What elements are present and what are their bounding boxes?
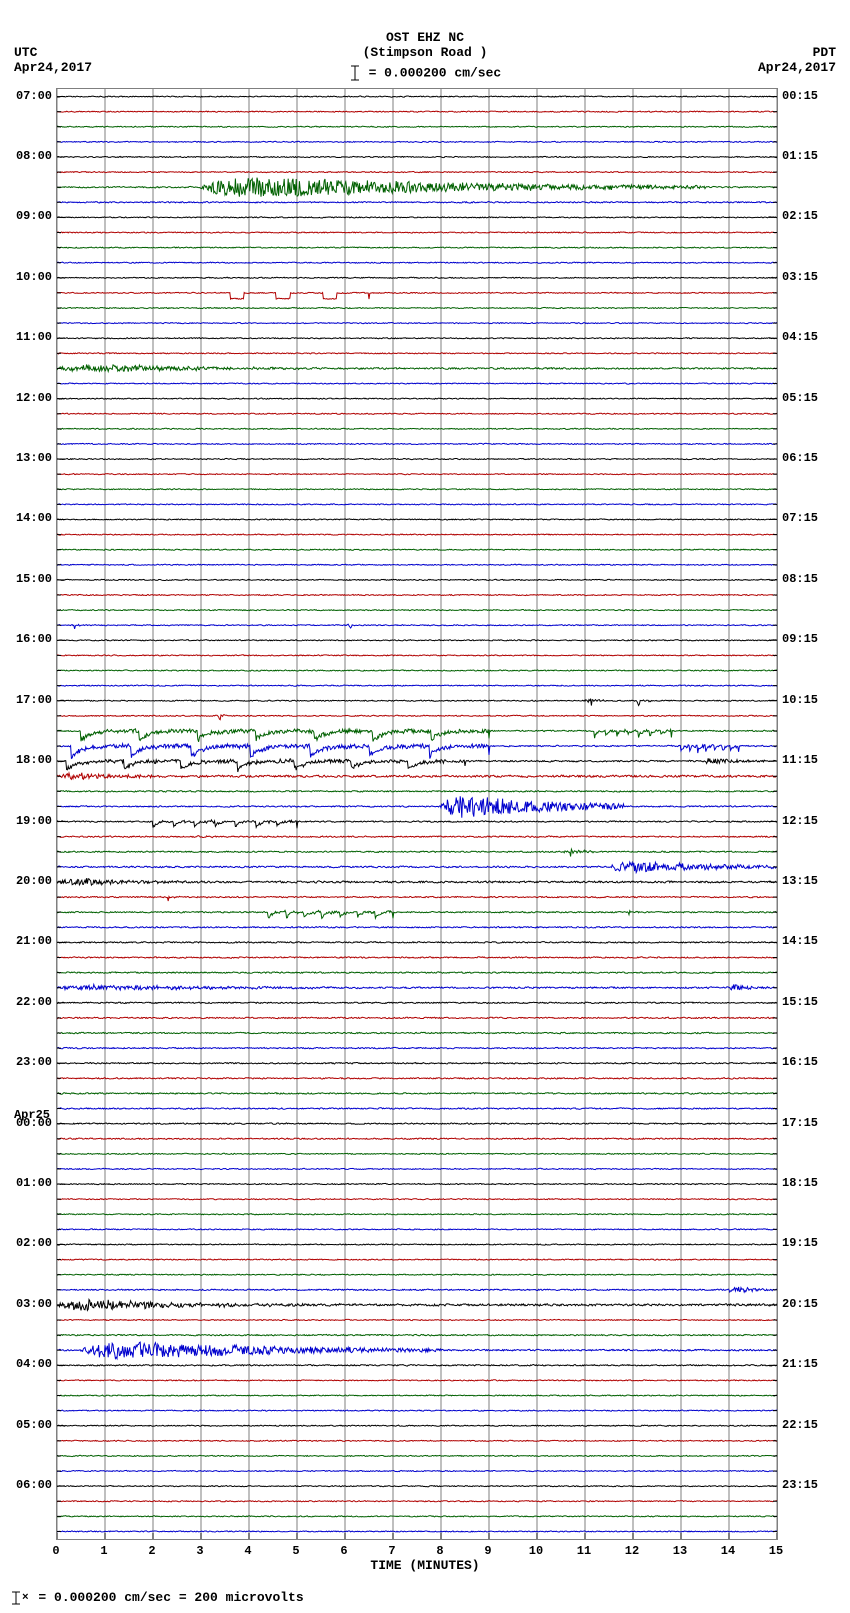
scale-label: = 0.000200 cm/sec [361,65,501,80]
left-tick-label: 20:00 [16,874,52,888]
title-line2: (Stimpson Road ) [0,45,850,60]
left-tick-label: 11:00 [16,330,52,344]
right-tick-label: 15:15 [782,995,818,1009]
left-tick-label: 15:00 [16,572,52,586]
x-tick-label: 8 [436,1544,443,1558]
scale-annotation: = 0.000200 cm/sec [0,64,850,82]
right-tick-label: 01:15 [782,149,818,163]
x-tick-label: 11 [577,1544,591,1558]
x-tick-label: 6 [340,1544,347,1558]
left-tick-label: 07:00 [16,89,52,103]
left-tick-label: 01:00 [16,1176,52,1190]
right-tick-label: 05:15 [782,391,818,405]
right-tick-label: 02:15 [782,209,818,223]
x-tick-label: 12 [625,1544,639,1558]
right-tick-label: 09:15 [782,632,818,646]
left-tick-label: 05:00 [16,1418,52,1432]
right-tick-label: 04:15 [782,330,818,344]
right-tick-label: 13:15 [782,874,818,888]
right-tick-label: 23:15 [782,1478,818,1492]
left-tick-label: 18:00 [16,753,52,767]
left-tick-label: 06:00 [16,1478,52,1492]
footer-label: = 0.000200 cm/sec = 200 microvolts [31,1590,304,1605]
left-tick-label: 03:00 [16,1297,52,1311]
left-tick-label: 21:00 [16,934,52,948]
left-tick-label: 12:00 [16,391,52,405]
x-tick-label: 5 [292,1544,299,1558]
x-tick-label: 9 [484,1544,491,1558]
left-tick-label: 08:00 [16,149,52,163]
left-tick-label: 02:00 [16,1236,52,1250]
left-tick-label: 14:00 [16,511,52,525]
right-tick-label: 10:15 [782,693,818,707]
scale-bar-icon [349,64,361,82]
x-tick-label: 13 [673,1544,687,1558]
left-tick-label: 04:00 [16,1357,52,1371]
right-tick-label: 21:15 [782,1357,818,1371]
helicorder-plot [56,88,778,1540]
right-tick-label: 16:15 [782,1055,818,1069]
helicorder-container: OST EHZ NC (Stimpson Road ) UTC Apr24,20… [0,0,850,1613]
footer-annotation: × = 0.000200 cm/sec = 200 microvolts [10,1590,304,1605]
left-tick-label: 16:00 [16,632,52,646]
right-tick-label: 07:15 [782,511,818,525]
x-tick-label: 4 [244,1544,251,1558]
right-tick-label: 19:15 [782,1236,818,1250]
x-tick-label: 3 [196,1544,203,1558]
right-tick-label: 17:15 [782,1116,818,1130]
x-tick-label: 2 [148,1544,155,1558]
scale-bar-icon [10,1591,22,1605]
right-tick-label: 14:15 [782,934,818,948]
left-tick-label: 09:00 [16,209,52,223]
x-tick-label: 0 [52,1544,59,1558]
right-tick-label: 03:15 [782,270,818,284]
right-tick-label: 20:15 [782,1297,818,1311]
left-tick-label: 19:00 [16,814,52,828]
next-day-label: Apr25 [14,1108,50,1122]
x-tick-label: 14 [721,1544,735,1558]
right-tick-label: 06:15 [782,451,818,465]
x-tick-label: 10 [529,1544,543,1558]
left-tick-label: 17:00 [16,693,52,707]
tz-left: UTC [14,45,37,60]
right-tick-label: 08:15 [782,572,818,586]
tz-right: PDT [813,45,836,60]
right-tick-label: 18:15 [782,1176,818,1190]
x-tick-label: 1 [100,1544,107,1558]
left-tick-label: 22:00 [16,995,52,1009]
right-tick-label: 11:15 [782,753,818,767]
right-tick-label: 00:15 [782,89,818,103]
x-axis-title: TIME (MINUTES) [0,1558,850,1573]
left-tick-label: 10:00 [16,270,52,284]
x-tick-label: 15 [769,1544,783,1558]
right-tick-label: 22:15 [782,1418,818,1432]
x-tick-label: 7 [388,1544,395,1558]
right-tick-label: 12:15 [782,814,818,828]
left-tick-label: 23:00 [16,1055,52,1069]
left-tick-label: 13:00 [16,451,52,465]
title-line1: OST EHZ NC [0,30,850,45]
